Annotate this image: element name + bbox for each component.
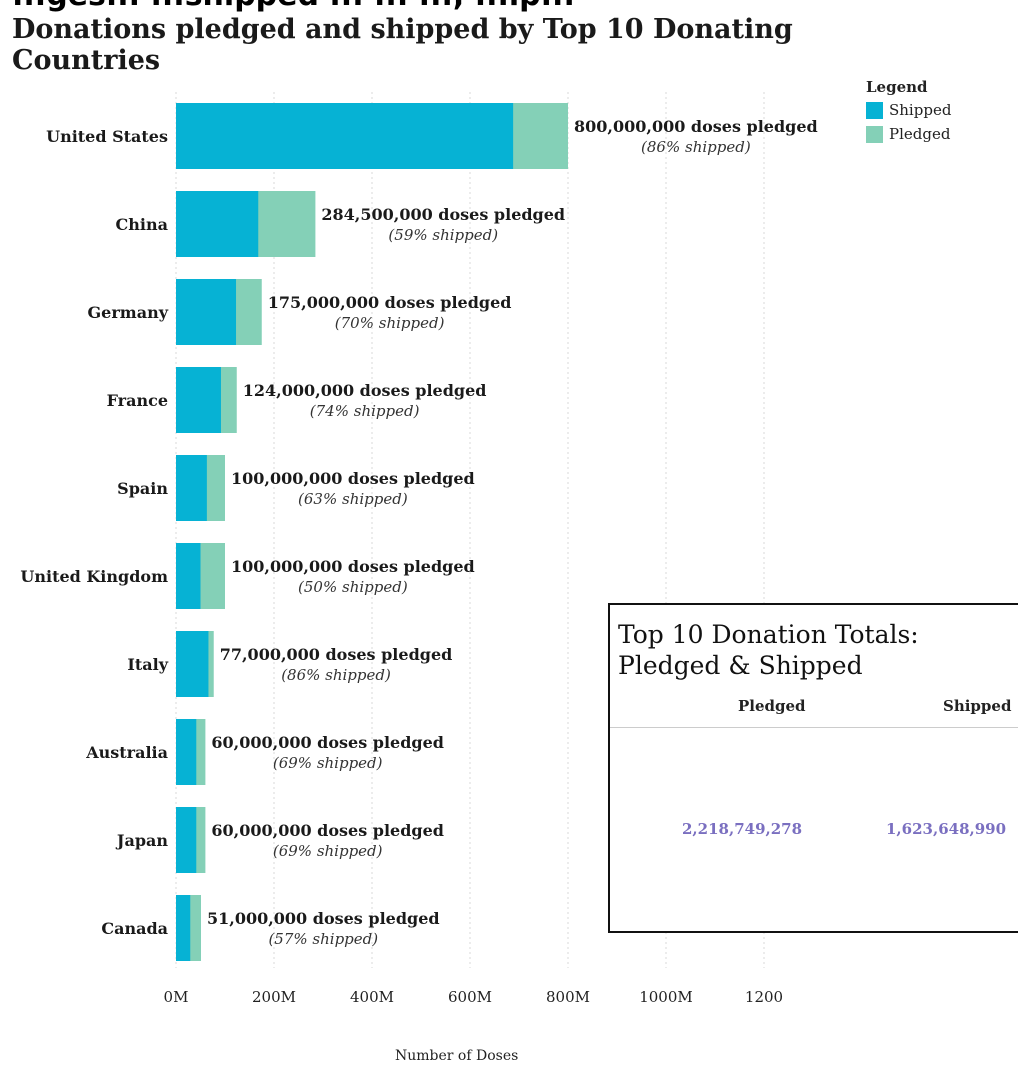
bar-value-label: 60,000,000 doses pledged bbox=[211, 733, 444, 752]
bar-shipped-pct-label: (69% shipped) bbox=[273, 754, 383, 772]
bar-value-label: 284,500,000 doses pledged bbox=[321, 205, 565, 224]
bar-value-label: 800,000,000 doses pledged bbox=[574, 117, 818, 136]
bar-shipped-pct-label: (50% shipped) bbox=[298, 578, 408, 596]
x-tick-label: 800M bbox=[546, 988, 590, 1006]
bar-value-label: 77,000,000 doses pledged bbox=[220, 645, 453, 664]
bar-shipped bbox=[176, 103, 514, 169]
bar-value-label: 175,000,000 doses pledged bbox=[268, 293, 512, 312]
bar-shipped-pct-label: (59% shipped) bbox=[388, 226, 498, 244]
x-tick-label: 1200 bbox=[745, 988, 783, 1006]
bar-value-label: 100,000,000 doses pledged bbox=[231, 469, 475, 488]
bar-shipped-pct-label: (63% shipped) bbox=[298, 490, 408, 508]
category-label: United Kingdom bbox=[20, 567, 168, 586]
bar-shipped bbox=[176, 191, 259, 257]
totals-col-pledged: Pledged bbox=[738, 697, 806, 715]
totals-col-shipped: Shipped bbox=[943, 697, 1012, 715]
bar-value-label: 60,000,000 doses pledged bbox=[211, 821, 444, 840]
bar-shipped bbox=[176, 367, 221, 433]
x-tick-label: 600M bbox=[448, 988, 492, 1006]
bar-shipped bbox=[176, 895, 191, 961]
bar-shipped-pct-label: (74% shipped) bbox=[310, 402, 420, 420]
category-label: China bbox=[116, 215, 168, 234]
totals-title-line1: Top 10 Donation Totals: bbox=[618, 620, 919, 649]
bar-shipped-pct-label: (57% shipped) bbox=[268, 930, 378, 948]
cutoff-title: ...ges... ...shipped ... ... ..., ...ip.… bbox=[12, 0, 575, 13]
category-label: Italy bbox=[127, 655, 168, 674]
totals-title: Top 10 Donation Totals: Pledged & Shippe… bbox=[610, 605, 1018, 681]
legend-item-pledged: Pledged bbox=[866, 122, 951, 146]
bar-shipped bbox=[176, 543, 201, 609]
bar-shipped bbox=[176, 631, 209, 697]
legend: Legend Shipped Pledged bbox=[866, 78, 951, 146]
category-label: Japan bbox=[115, 831, 168, 850]
bar-shipped-pct-label: (69% shipped) bbox=[273, 842, 383, 860]
totals-header-row: Pledged Shipped bbox=[610, 697, 1018, 728]
category-label: Spain bbox=[117, 479, 168, 498]
legend-item-shipped: Shipped bbox=[866, 98, 951, 122]
chart-title: Donations pledged and shipped by Top 10 … bbox=[12, 14, 793, 76]
legend-label-pledged: Pledged bbox=[889, 125, 951, 143]
category-label: France bbox=[107, 391, 168, 410]
bar-shipped-pct-label: (86% shipped) bbox=[281, 666, 391, 684]
bar-shipped bbox=[176, 455, 207, 521]
legend-label-shipped: Shipped bbox=[889, 101, 952, 119]
totals-panel: Top 10 Donation Totals: Pledged & Shippe… bbox=[608, 603, 1018, 933]
x-tick-label: 200M bbox=[252, 988, 296, 1006]
category-label: Germany bbox=[88, 303, 169, 322]
totals-shipped-value: 1,623,648,990 bbox=[886, 820, 1007, 838]
category-label: Australia bbox=[85, 743, 168, 762]
legend-title: Legend bbox=[866, 78, 928, 96]
bar-shipped-pct-label: (86% shipped) bbox=[641, 138, 751, 156]
totals-pledged-value: 2,218,749,278 bbox=[682, 820, 803, 838]
bar-value-label: 100,000,000 doses pledged bbox=[231, 557, 475, 576]
category-label: United States bbox=[46, 127, 168, 146]
bar-shipped bbox=[176, 719, 197, 785]
category-label: Canada bbox=[101, 919, 168, 938]
bar-value-label: 51,000,000 doses pledged bbox=[207, 909, 440, 928]
x-tick-label: 400M bbox=[350, 988, 394, 1006]
legend-swatch-shipped bbox=[866, 101, 883, 119]
x-tick-label: 1000M bbox=[639, 988, 693, 1006]
bar-shipped bbox=[176, 807, 197, 873]
legend-swatch-pledged bbox=[866, 125, 883, 143]
bar-shipped bbox=[176, 279, 237, 345]
bar-shipped-pct-label: (70% shipped) bbox=[335, 314, 445, 332]
x-tick-label: 0M bbox=[164, 988, 189, 1006]
totals-title-line2: Pledged & Shipped bbox=[618, 651, 863, 680]
x-axis-label: Number of Doses bbox=[395, 1048, 519, 1064]
bar-value-label: 124,000,000 doses pledged bbox=[243, 381, 487, 400]
